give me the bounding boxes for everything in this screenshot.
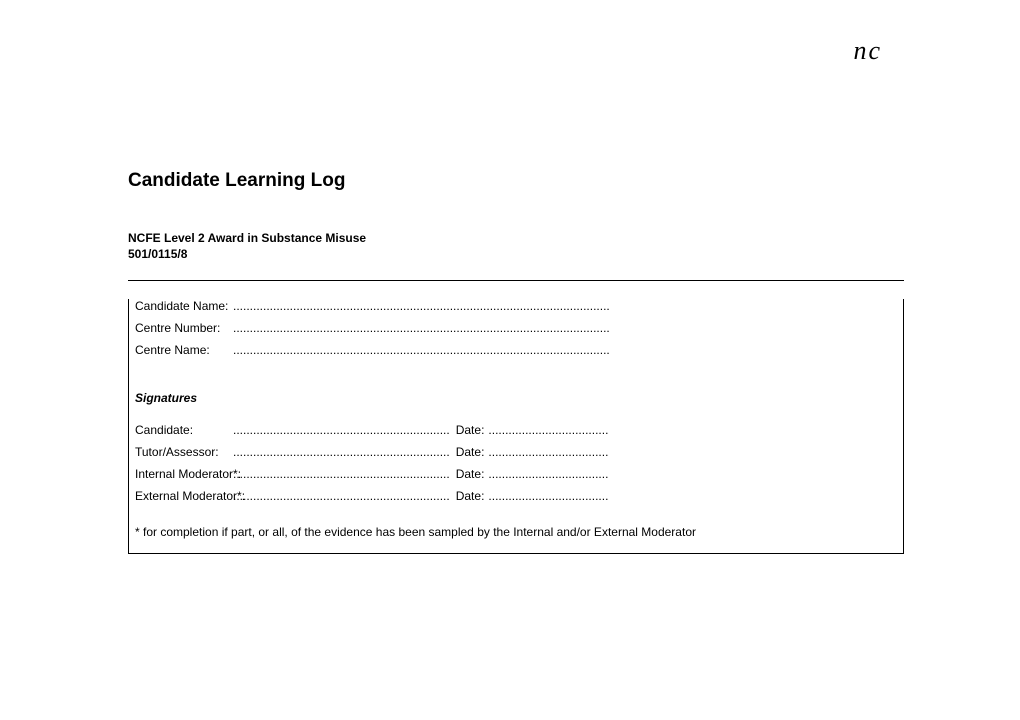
candidate-name-row: Candidate Name: ........................… — [135, 299, 897, 313]
subtitle-line-1: NCFE Level 2 Award in Substance Misuse — [128, 231, 366, 245]
footnote: * for completion if part, or all, of the… — [135, 525, 897, 539]
centre-number-row: Centre Number: .........................… — [135, 321, 897, 335]
signatures-header: Signatures — [135, 391, 897, 405]
divider-top — [128, 280, 904, 281]
qualification-subtitle: NCFE Level 2 Award in Substance Misuse 5… — [128, 230, 904, 262]
signature-internal-field: ........................................… — [233, 467, 450, 481]
candidate-name-label: Candidate Name: — [135, 299, 233, 313]
candidate-name-field: ........................................… — [233, 299, 610, 313]
date-candidate-field: .................................... — [488, 423, 608, 437]
signature-internal-row: Internal Moderator*: ...................… — [135, 467, 897, 481]
signature-internal-label: Internal Moderator*: — [135, 467, 233, 481]
signature-candidate-field: ........................................… — [233, 423, 450, 437]
date-label: Date: — [456, 445, 485, 459]
logo: nc — [853, 36, 882, 66]
subtitle-line-2: 501/0115/8 — [128, 247, 187, 261]
centre-name-field: ........................................… — [233, 343, 610, 357]
form-box: Candidate Name: ........................… — [128, 299, 904, 554]
centre-number-label: Centre Number: — [135, 321, 233, 335]
signature-external-field: ........................................… — [233, 489, 450, 503]
signature-external-label: External Moderator*: — [135, 489, 233, 503]
centre-number-field: ........................................… — [233, 321, 610, 335]
date-label: Date: — [456, 423, 485, 437]
signature-candidate-row: Candidate: .............................… — [135, 423, 897, 437]
date-label: Date: — [456, 489, 485, 503]
date-tutor-field: .................................... — [488, 445, 608, 459]
date-internal-field: .................................... — [488, 467, 608, 481]
page-title: Candidate Learning Log — [128, 170, 904, 192]
signature-candidate-label: Candidate: — [135, 423, 233, 437]
document-page: Candidate Learning Log NCFE Level 2 Awar… — [128, 170, 904, 554]
date-external-field: .................................... — [488, 489, 608, 503]
centre-name-label: Centre Name: — [135, 343, 233, 357]
signature-tutor-label: Tutor/Assessor: — [135, 445, 233, 459]
centre-name-row: Centre Name: ...........................… — [135, 343, 897, 357]
signature-tutor-field: ........................................… — [233, 445, 450, 459]
signature-tutor-row: Tutor/Assessor: ........................… — [135, 445, 897, 459]
signature-external-row: External Moderator*: ...................… — [135, 489, 897, 503]
date-label: Date: — [456, 467, 485, 481]
